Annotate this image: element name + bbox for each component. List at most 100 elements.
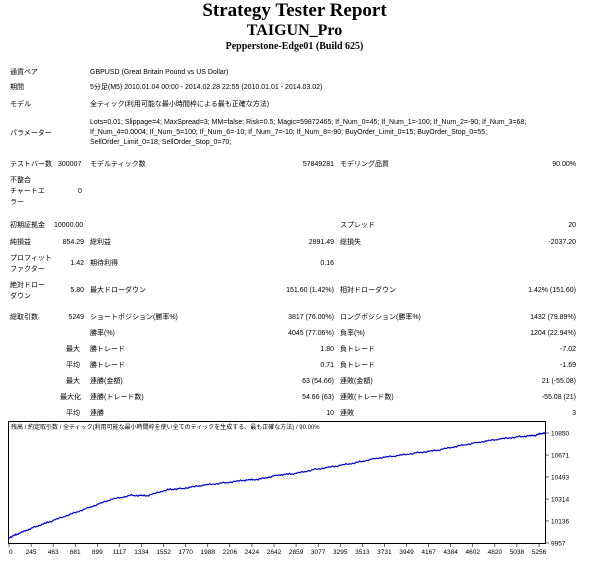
mismatch-value: 0 [78, 188, 82, 195]
symbol-value: GBPUSD (Great Britain Pound vs US Dollar… [90, 69, 229, 76]
ea-name: TAIGUN_Pro [246, 22, 343, 39]
grossloss-label: 総損失 [340, 239, 361, 246]
deposit-value: 10000.00 [54, 222, 84, 229]
chart-legend: 残高 / 約定取引数 / 全ティック(利用可能な最小時間枠を使い全てのティックを… [11, 423, 320, 431]
x-tick-label: 1770 [178, 549, 193, 555]
quality-value: 90.00% [552, 161, 576, 168]
pf-value: 1.42 [70, 260, 84, 267]
avgwin-value: 0.71 [320, 362, 334, 369]
x-tick-label: 4820 [488, 549, 503, 555]
x-tick-label: 681 [70, 549, 81, 555]
x-tick-label: 0 [9, 549, 13, 555]
chart-series [8, 431, 546, 539]
y-tick-label: 10671 [551, 453, 569, 460]
y-tick-label: 10314 [551, 497, 569, 504]
avgcw-value: 10 [326, 410, 334, 417]
x-tick-label: 4167 [421, 549, 436, 555]
report-title: Strategy Tester Report [202, 0, 387, 21]
ticks-label: モデルティック数 [90, 161, 146, 168]
x-tick-label: 5256 [532, 549, 547, 555]
y-tick-label: 10850 [551, 431, 569, 438]
reldd-value: 1.42% (151.60) [528, 287, 576, 294]
x-tick-label: 4602 [466, 549, 481, 555]
win-label: 勝率(%) [90, 330, 115, 337]
max-label-1: 最大 [66, 346, 80, 353]
y-axis-labels: 10850 10671 10493 10314 10136 9957 [551, 431, 569, 548]
x-tick-label: 3077 [311, 549, 326, 555]
bars-label: テストバー数 [10, 161, 52, 168]
consloss2-value: -55.08 (21) [541, 394, 576, 401]
win-value: 4045 (77.06%) [288, 330, 334, 337]
mismatch-label-2: チャートエ [10, 188, 45, 195]
x-tick-label: 3731 [377, 549, 392, 555]
spread-label: スプレッド [340, 222, 375, 229]
grossprofit-label: 総利益 [90, 239, 111, 246]
x-tick-label: 1552 [156, 549, 171, 555]
x-tick-label: 899 [92, 549, 103, 555]
avgwin-label: 勝トレード [90, 362, 125, 369]
avgloss-value: -1.69 [560, 362, 576, 369]
max-label-3: 最大化 [60, 394, 81, 401]
x-tick-label: 463 [48, 549, 59, 555]
loss-label: 負率(%) [340, 330, 365, 337]
avgcl-value: 3 [572, 410, 576, 417]
pf-label-2: ファクター [10, 266, 45, 273]
short-value: 3817 (76.00%) [288, 314, 334, 321]
expected-label: 期待利得 [90, 260, 118, 267]
netprofit-value: 854.29 [62, 239, 84, 246]
absdd-value: 5.80 [70, 287, 84, 294]
x-tick-label: 5038 [510, 549, 525, 555]
x-tick-label: 1117 [113, 549, 127, 555]
avg-label-1: 平均 [66, 362, 80, 369]
y-tick-label: 10136 [551, 518, 569, 525]
x-axis-labels: 0 245 463 681 899 1117 1334 1552 1770 1988 2206 242… [9, 549, 547, 555]
period-label: 期間 [10, 84, 24, 91]
x-tick-label: 245 [26, 549, 37, 555]
avgloss-label: 負トレード [340, 362, 375, 369]
x-tick-label: 2206 [223, 549, 238, 555]
maxloss-value: -7.02 [560, 346, 576, 353]
x-tick-label: 2424 [245, 549, 260, 555]
quality-label: モデリング品質 [340, 161, 389, 168]
x-tick-label: 2859 [289, 549, 304, 555]
consprofit-value: 54.66 (63) [302, 394, 334, 401]
y-tick-label: 9957 [551, 541, 566, 548]
x-tick-label: 3295 [333, 549, 348, 555]
x-tick-label: 1988 [201, 549, 216, 555]
avgcl-label: 連敗 [340, 410, 354, 417]
params-value: Lots=0.01; Slippage=4; MaxSpread=3; MM=f… [90, 119, 527, 146]
maxdd-label: 最大ドローダウン [90, 287, 146, 294]
model-label: モデル [10, 101, 31, 108]
maxwin-value: 1.80 [320, 346, 334, 353]
x-tick-label: 4384 [443, 549, 458, 555]
mismatch-label-3: ラー [10, 199, 24, 206]
consloss2-label: 連敗(トレード数) [340, 394, 394, 401]
pf-label-1: プロフィット [10, 255, 52, 262]
avgcw-label: 連勝 [90, 410, 104, 417]
spread-value: 20 [568, 222, 576, 229]
long-label: ロングポジション(勝率%) [340, 314, 421, 321]
avg-label-2: 平均 [66, 410, 80, 417]
balance-chart: 残高 / 約定取引数 / 全ティック(利用可能な最小時間枠を使い全てのティックを… [8, 421, 569, 555]
params-label: パラメーター [10, 130, 52, 137]
grossprofit-value: 2891.49 [308, 239, 334, 246]
chart-grid [8, 432, 549, 547]
server-name: Pepperstone-Edge01 (Build 625) [225, 41, 364, 52]
loss-value: 1204 (22.94%) [530, 330, 576, 337]
consloss-label: 連敗(金額) [340, 378, 373, 385]
symbol-label: 通貨ペア [10, 69, 38, 76]
period-value: 5分足(M5) 2010.01.04 00:00 - 2014.02.28 22… [90, 84, 323, 91]
expected-value: 0.16 [320, 260, 334, 267]
maxwin-label: 勝トレード [90, 346, 125, 353]
y-tick-label: 10493 [551, 474, 569, 481]
ticks-value: 57849281 [302, 161, 334, 168]
short-label: ショートポジション(勝率%) [90, 314, 178, 321]
x-tick-label: 3513 [355, 549, 370, 555]
max-label-2: 最大 [66, 378, 80, 385]
trades-label: 総取引数 [10, 314, 38, 321]
maxdd-value: 151.60 (1.42%) [286, 287, 334, 294]
absdd-label-2: ダウン [10, 293, 31, 300]
bars-value: 300007 [58, 161, 82, 168]
conswin-label: 連勝(金額) [90, 378, 123, 385]
plot-frame [8, 421, 546, 544]
